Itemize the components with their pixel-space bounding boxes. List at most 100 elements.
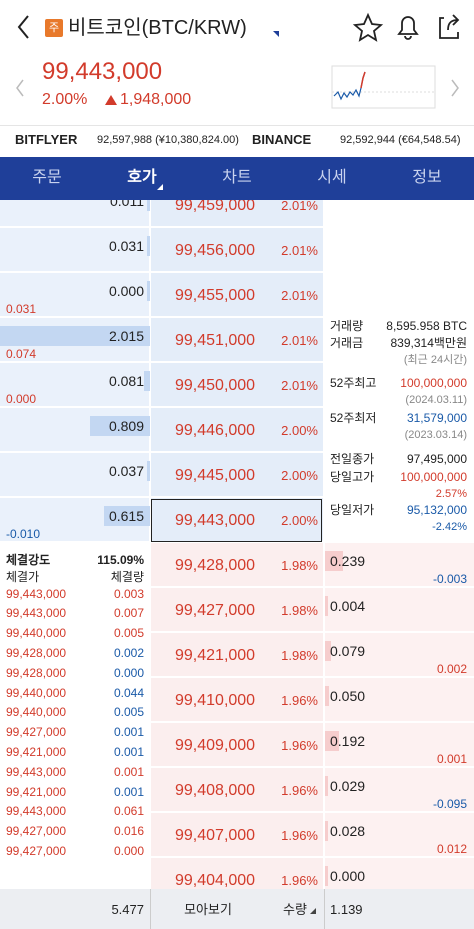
bid-qty: 0.029 — [330, 778, 366, 794]
trade-panel — [0, 543, 149, 889]
ask-pct: 2.00% — [281, 513, 318, 528]
stat-value: 31,579,000 — [406, 410, 467, 425]
bid-change: 0.012 — [436, 841, 467, 856]
ask-price-cell — [151, 453, 323, 496]
tab[interactable]: 호가 — [127, 169, 157, 186]
trade-qty: 0.005 — [113, 626, 144, 641]
strength-value: 115.09% — [97, 552, 144, 567]
ask-volume-bar — [104, 506, 150, 526]
trades-header: 체결량 — [110, 569, 144, 584]
trade-price: 99,443,000 — [6, 606, 67, 621]
share-icon[interactable] — [439, 14, 460, 39]
strength-label: 체결강도 — [6, 552, 51, 567]
trades-header: 체결가 — [6, 569, 40, 584]
ask-price-cell — [151, 200, 323, 226]
tab[interactable]: 시세 — [317, 169, 347, 186]
stat-label: 당일고가 — [330, 469, 375, 484]
bid-volume-bar — [325, 686, 329, 706]
ask-price-cell — [151, 228, 323, 271]
tab[interactable]: 정보 — [412, 169, 442, 186]
bid-price: 99,409,000 — [175, 737, 256, 754]
ask-volume-bar — [143, 371, 150, 391]
bid-price: 99,427,000 — [175, 602, 256, 619]
unit-button[interactable]: 수량 — [283, 902, 307, 917]
ask-left-cell — [0, 273, 149, 316]
ask-price: 99,443,000 — [175, 512, 256, 529]
title[interactable]: 비트코인(BTC/KRW) — [68, 17, 247, 39]
stat-value: 8,595.958 BTC — [386, 318, 467, 333]
trade-qty: 0.001 — [113, 744, 144, 759]
bid-pct: 1.96% — [281, 693, 318, 708]
trade-price: 99,427,000 — [6, 843, 67, 858]
ask-change: -0.010 — [6, 526, 41, 541]
tab[interactable]: 주문 — [32, 169, 62, 186]
stat-value: 100,000,000 — [400, 469, 467, 484]
trade-qty: 0.001 — [113, 784, 144, 799]
trade-qty: 0.002 — [113, 645, 144, 660]
bid-right-cell — [325, 858, 474, 889]
ask-price: 99,451,000 — [175, 332, 256, 349]
trade-qty: 0.000 — [113, 843, 144, 858]
bid-qty: 0.050 — [330, 688, 366, 704]
exchange-name: BINANCE — [252, 132, 312, 147]
ask-qty: 0.615 — [108, 508, 144, 524]
trade-qty: 0.000 — [113, 665, 144, 680]
bid-pct: 1.96% — [281, 783, 318, 798]
bid-price-cell — [151, 543, 323, 586]
back-icon[interactable] — [17, 15, 29, 39]
bid-change: 0.002 — [436, 661, 467, 676]
exchange-price: 92,592,944 (€64,548.54) — [340, 133, 461, 146]
trade-price: 99,443,000 — [6, 586, 67, 601]
ask-volume-bar — [147, 236, 150, 256]
next-icon[interactable] — [451, 79, 459, 97]
ask-price-cell — [151, 498, 323, 541]
badge: 주 — [48, 21, 60, 34]
bid-volume-bar — [325, 596, 328, 616]
ask-pct: 2.00% — [281, 423, 318, 438]
sparkline-up — [360, 71, 366, 89]
bid-total: 1.139 — [330, 902, 363, 917]
stat-note: (최근 24시간) — [403, 353, 467, 366]
exchange-name: BITFLYER — [15, 132, 78, 147]
ask-price-cell — [151, 408, 323, 451]
bid-volume-bar — [325, 551, 343, 571]
group-button[interactable]: 모아보기 — [184, 902, 232, 917]
tab-bar — [0, 157, 474, 200]
ask-qty: 0.037 — [108, 463, 144, 479]
stat-value: 839,314백만원 — [390, 335, 468, 350]
ask-qty: 2.015 — [108, 328, 144, 344]
ask-price: 99,456,000 — [175, 242, 256, 259]
bid-pct: 1.96% — [281, 738, 318, 753]
bid-pct: 1.98% — [281, 558, 318, 573]
bid-pct: 1.98% — [281, 648, 318, 663]
bid-volume-bar — [325, 731, 340, 751]
favorite-icon[interactable] — [352, 12, 384, 42]
stat-note: (2024.03.11) — [405, 393, 467, 406]
prev-icon[interactable] — [16, 79, 24, 97]
tab-indicator — [157, 184, 163, 190]
bid-right-cell — [325, 543, 474, 586]
up-triangle — [105, 95, 117, 105]
bid-price: 99,410,000 — [175, 692, 256, 709]
bid-volume-bar — [325, 866, 328, 886]
bid-price: 99,428,000 — [175, 557, 256, 574]
bid-price: 99,404,000 — [175, 872, 256, 889]
ask-price: 99,450,000 — [175, 377, 256, 394]
trade-qty: 0.061 — [113, 804, 144, 819]
change-amount: 1,948,000 — [120, 91, 192, 108]
tab[interactable]: 차트 — [222, 169, 252, 186]
bid-change: -0.095 — [432, 796, 467, 811]
dropdown-icon[interactable] — [273, 31, 279, 37]
ask-pct: 2.01% — [281, 288, 318, 303]
ask-qty: 0.011 — [110, 200, 144, 209]
bid-right-cell — [325, 723, 474, 766]
trade-price: 99,428,000 — [6, 665, 67, 680]
bid-qty: 0.192 — [330, 733, 366, 749]
ask-volume-bar — [89, 416, 150, 436]
stat-label: 거래금 — [330, 335, 364, 350]
bid-price-cell — [151, 768, 323, 811]
alert-icon[interactable] — [397, 16, 419, 40]
bid-qty: 0.000 — [330, 868, 366, 884]
footer-divider — [324, 889, 325, 929]
